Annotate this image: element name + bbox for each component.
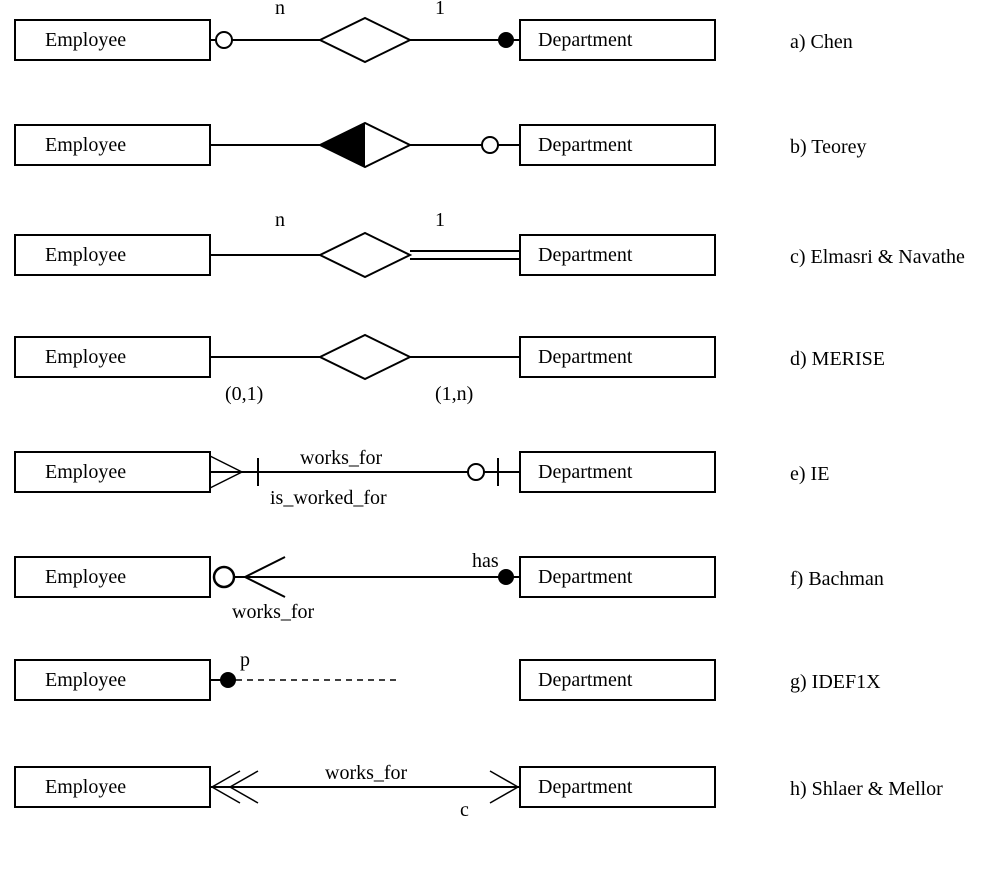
filled-circle-icon [498, 569, 514, 585]
open-circle-icon [216, 32, 232, 48]
department-label: Department [538, 29, 633, 51]
department-label: Department [538, 566, 633, 588]
department-label: Department [538, 669, 633, 691]
department-label: Department [538, 461, 633, 483]
row-ie: Employee Department works_for is_worked_… [15, 447, 829, 509]
cardinality-n: n [275, 209, 285, 231]
cardinality-1: 1 [435, 0, 445, 19]
caption: a) Chen [790, 31, 853, 53]
employee-label: Employee [45, 134, 126, 156]
caption: h) Shlaer & Mellor [790, 778, 943, 800]
department-label: Department [538, 776, 633, 798]
diamond-icon [320, 233, 410, 277]
row-idef1x: Employee Department p g) IDEF1X [15, 649, 881, 700]
department-label: Department [538, 134, 633, 156]
employee-label: Employee [45, 566, 126, 588]
arrow-top [245, 557, 285, 577]
diamond-icon [320, 335, 410, 379]
arrow-bottom [245, 577, 285, 597]
open-circle-icon [214, 567, 234, 587]
arrowR-bottom [490, 787, 518, 803]
arrow1-bottom [212, 787, 240, 803]
department-label: Department [538, 244, 633, 266]
employee-label: Employee [45, 669, 126, 691]
label-works-for: works_for [232, 601, 315, 623]
arrowR-top [490, 771, 518, 787]
row-chen: Employee Department n 1 a) Chen [15, 0, 853, 62]
caption: c) Elmasri & Navathe [790, 246, 965, 268]
arrow2-top [230, 771, 258, 787]
employee-label: Employee [45, 244, 126, 266]
employee-label: Employee [45, 461, 126, 483]
caption: g) IDEF1X [790, 671, 881, 693]
crowsfoot-bottom [210, 472, 242, 488]
employee-label: Employee [45, 776, 126, 798]
row-elmasri-navathe: Employee Department n 1 c) Elmasri & Nav… [15, 209, 965, 277]
caption: f) Bachman [790, 568, 884, 590]
label-has: has [472, 550, 499, 572]
cardinality-01: (0,1) [225, 383, 263, 405]
row-bachman: Employee Department has works_for f) Bac… [15, 550, 884, 623]
arrow2-bottom [230, 787, 258, 803]
label-is-worked-for: is_worked_for [270, 487, 387, 509]
employee-label: Employee [45, 346, 126, 368]
filled-circle-icon [498, 32, 514, 48]
caption: d) MERISE [790, 348, 885, 370]
diamond-half-fill-icon [320, 123, 365, 167]
row-teorey: Employee Department b) Teorey [15, 123, 867, 167]
label-works-for: works_for [300, 447, 383, 469]
department-label: Department [538, 346, 633, 368]
label-works-for: works_for [325, 762, 408, 784]
open-circle-icon [482, 137, 498, 153]
cardinality-1: 1 [435, 209, 445, 231]
employee-label: Employee [45, 29, 126, 51]
arrow1-top [212, 771, 240, 787]
row-shlaer-mellor: Employee Department works_for c h) Shlae… [15, 762, 943, 821]
label-c: c [460, 799, 469, 821]
row-merise: Employee Department (0,1) (1,n) d) MERIS… [15, 335, 885, 405]
crowsfoot-top [210, 456, 242, 472]
open-circle-icon [468, 464, 484, 480]
diamond-icon [320, 18, 410, 62]
cardinality-1n: (1,n) [435, 383, 473, 405]
caption: b) Teorey [790, 136, 867, 158]
label-p: p [240, 649, 250, 671]
caption: e) IE [790, 463, 829, 485]
cardinality-n: n [275, 0, 285, 19]
